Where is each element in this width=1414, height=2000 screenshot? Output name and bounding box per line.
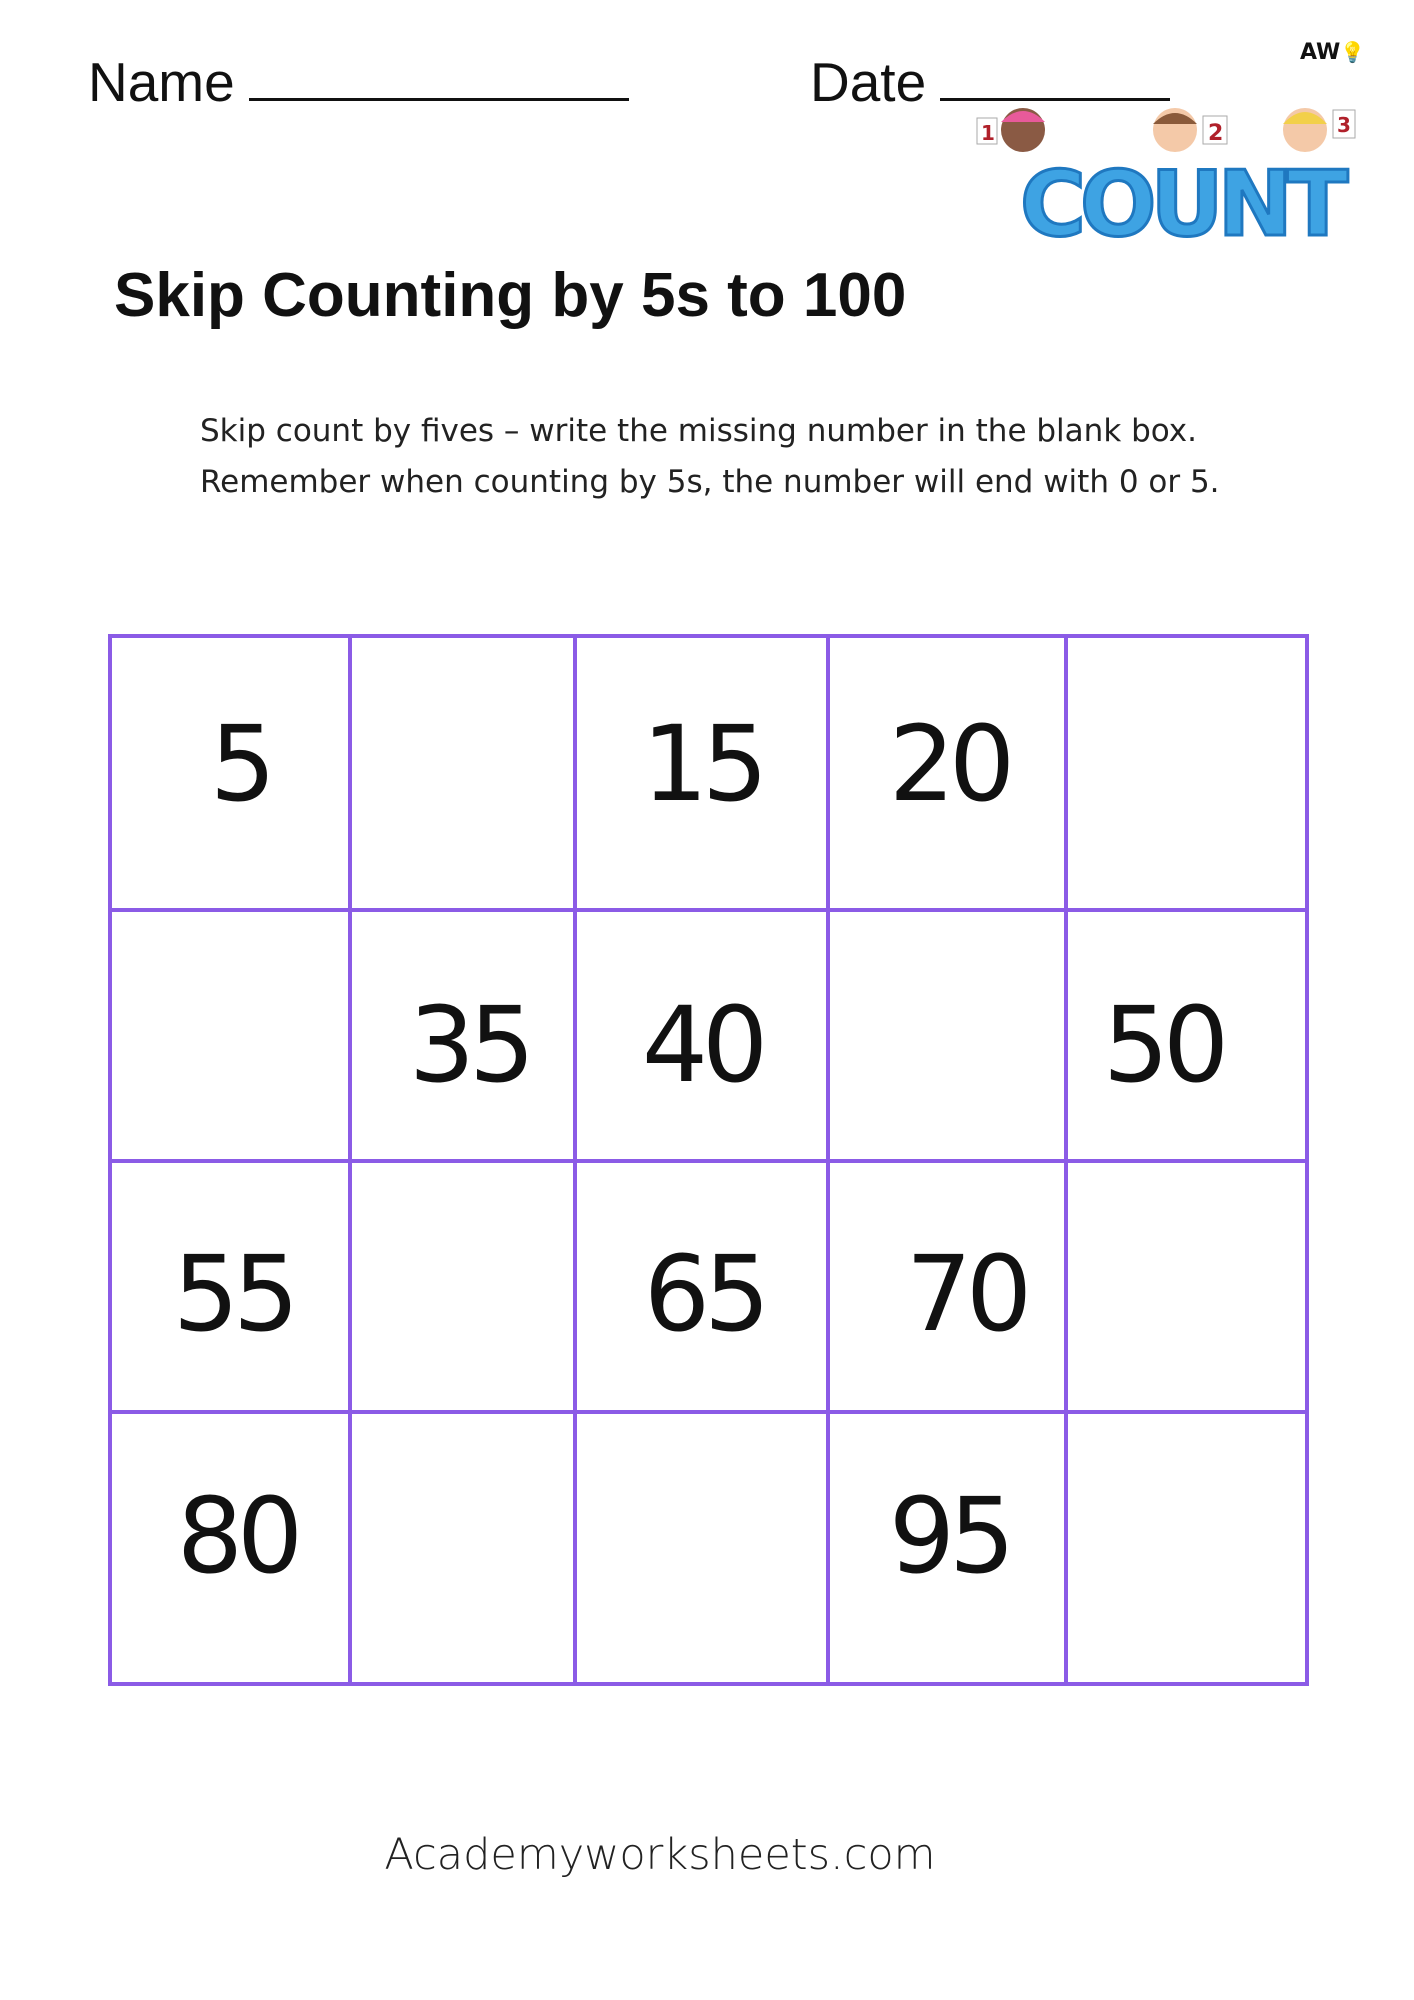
grid-cell: 15: [573, 634, 830, 912]
grid-cell-blank[interactable]: [348, 634, 577, 912]
grid-number: 35: [408, 984, 535, 1106]
number-card-1: 1: [981, 121, 995, 145]
grid-cell: 65: [573, 1159, 830, 1414]
grid-number: 70: [905, 1233, 1032, 1355]
grid-number: 15: [641, 703, 768, 825]
count-kids-illustration: 1 2 3 COUNT: [976, 108, 1356, 250]
grid-cell: 70: [826, 1159, 1068, 1414]
grid-cell: 55: [108, 1159, 352, 1414]
grid-cell-blank[interactable]: [108, 908, 352, 1163]
grid-cell-blank[interactable]: [573, 1410, 830, 1686]
grid-cell: 80: [108, 1410, 352, 1686]
number-card-3: 3: [1337, 113, 1351, 137]
grid-cell: 35: [348, 908, 577, 1163]
aw-logo: AW💡: [1300, 40, 1365, 65]
grid-number: 55: [172, 1233, 299, 1355]
page-title: Skip Counting by 5s to 100: [114, 261, 907, 330]
grid-cell-blank[interactable]: [348, 1410, 577, 1686]
grid-cell: 95: [826, 1410, 1068, 1686]
grid-cell: 50: [1064, 908, 1309, 1163]
date-field[interactable]: Date: [810, 46, 1171, 114]
number-grid: 5 15 20 35 40 50 55 65 70 80 95: [108, 634, 1309, 1686]
grid-number: 20: [888, 703, 1015, 825]
grid-cell-blank[interactable]: [1064, 1410, 1309, 1686]
grid-number: 40: [641, 984, 768, 1106]
grid-number: 5: [209, 703, 276, 825]
grid-cell: 5: [108, 634, 352, 912]
name-blank-line[interactable]: [248, 46, 629, 101]
date-blank-line[interactable]: [940, 46, 1171, 101]
date-label: Date: [810, 51, 927, 113]
grid-number: 80: [176, 1475, 303, 1597]
number-card-2: 2: [1208, 121, 1223, 146]
name-label: Name: [88, 51, 235, 113]
footer-website: Academyworksheets.com: [384, 1830, 936, 1880]
instruction-line-1: Skip count by fives – write the missing …: [200, 413, 1198, 449]
aw-logo-text: AW: [1300, 40, 1341, 65]
grid-cell-blank[interactable]: [826, 908, 1068, 1163]
grid-cell-blank[interactable]: [1064, 1159, 1309, 1414]
grid-cell-blank[interactable]: [1064, 634, 1309, 912]
instruction-line-2: Remember when counting by 5s, the number…: [200, 464, 1220, 500]
grid-cell: 40: [573, 908, 830, 1163]
count-word: COUNT: [1020, 152, 1348, 250]
lightbulb-icon: 💡: [1340, 40, 1366, 64]
grid-number: 65: [643, 1233, 770, 1355]
grid-cell: 20: [826, 634, 1068, 912]
grid-number: 95: [888, 1475, 1015, 1597]
grid-number: 50: [1102, 984, 1229, 1106]
name-field[interactable]: Name: [88, 46, 629, 114]
grid-cell-blank[interactable]: [348, 1159, 577, 1414]
